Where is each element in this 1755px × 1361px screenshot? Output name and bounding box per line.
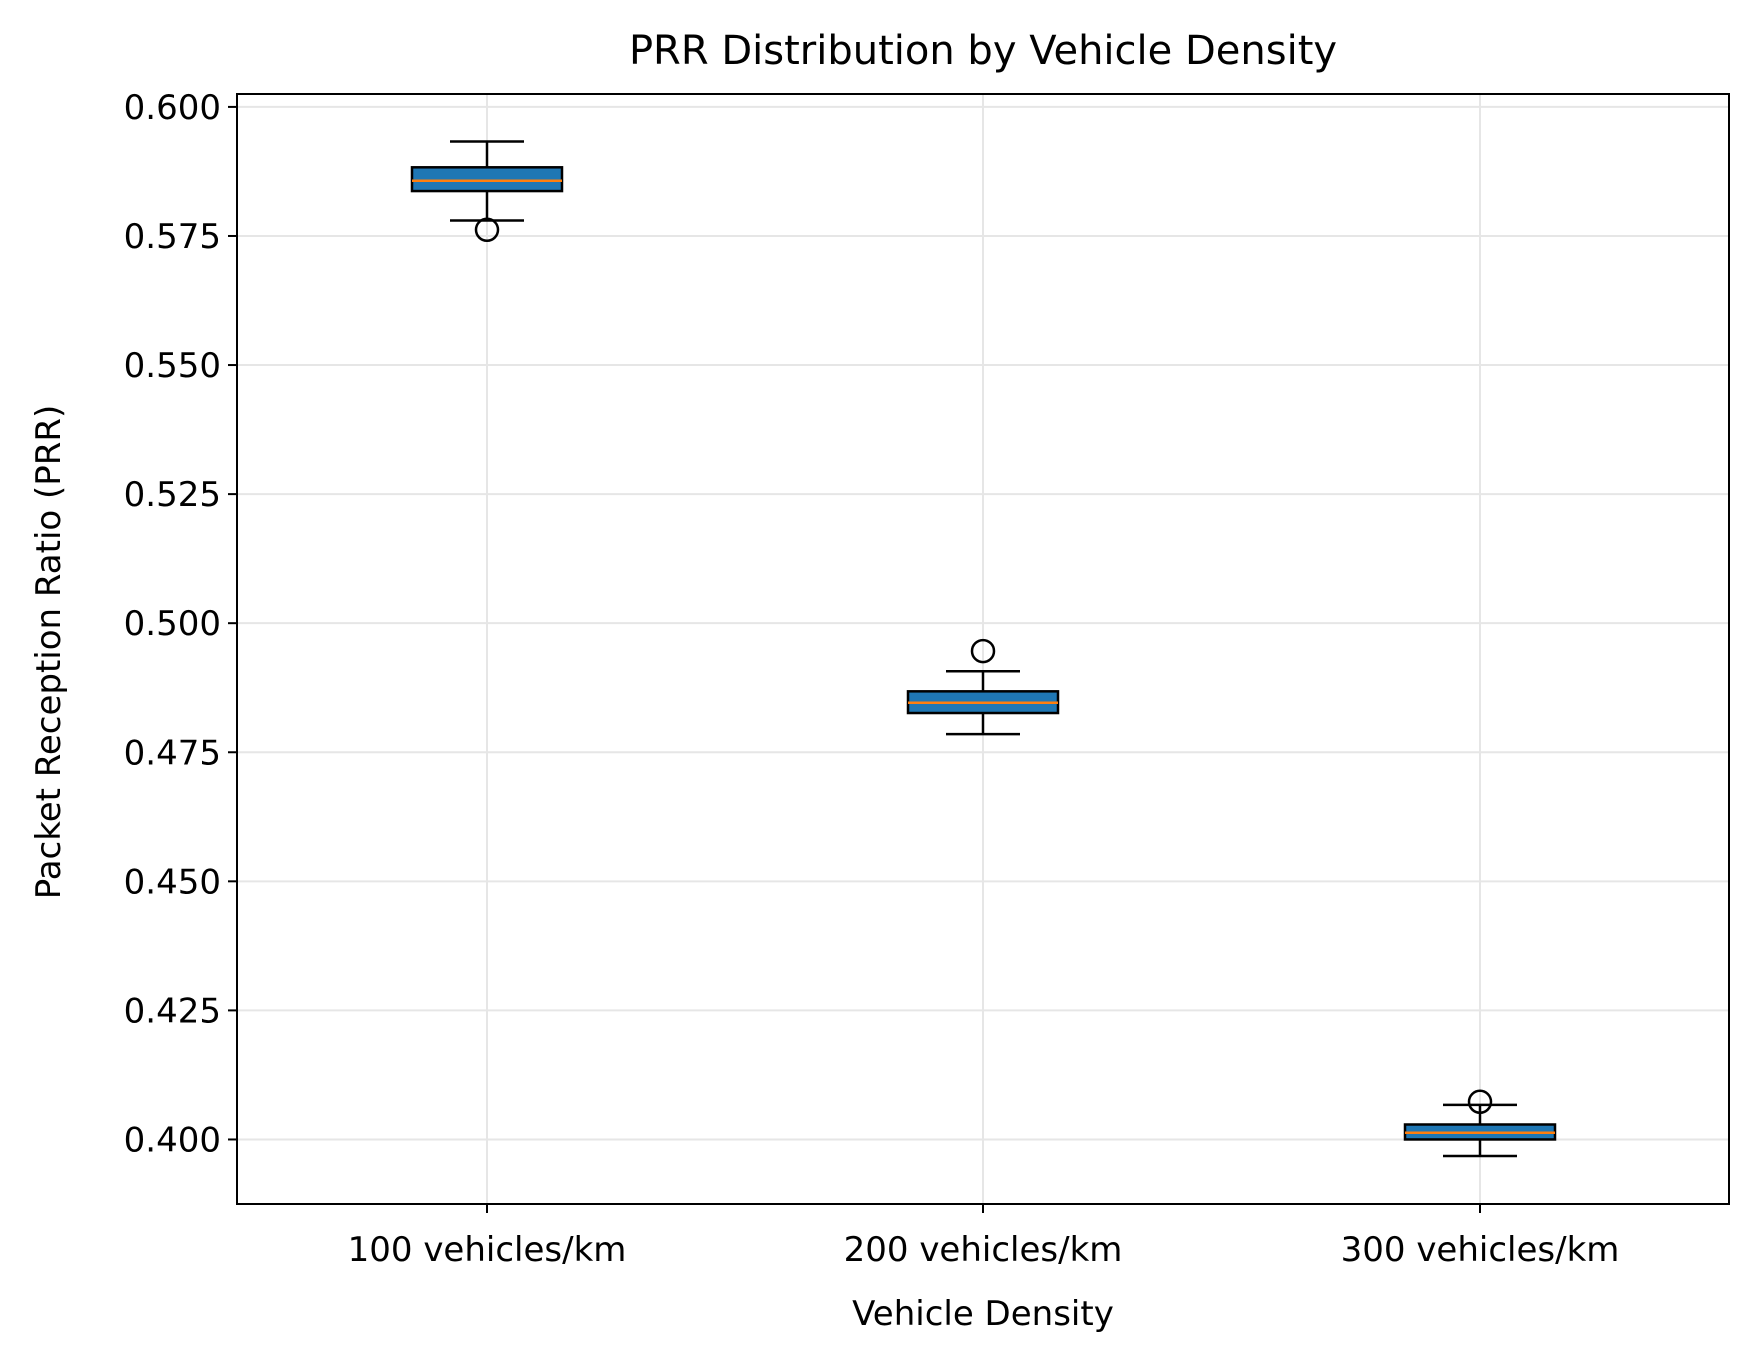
outlier-point bbox=[1467, 1089, 1493, 1115]
y-tick-label: 0.425 bbox=[124, 991, 221, 1031]
y-tick-label: 0.525 bbox=[124, 475, 221, 515]
y-tick-label: 0.600 bbox=[124, 88, 221, 128]
y-tick-label: 0.450 bbox=[124, 862, 221, 902]
box-group bbox=[1403, 1089, 1557, 1158]
x-axis-label: Vehicle Density bbox=[852, 1294, 1114, 1334]
box-iqr bbox=[410, 166, 564, 193]
x-tick-label: 100 vehicles/km bbox=[348, 1230, 627, 1270]
y-tick-label: 0.400 bbox=[124, 1120, 221, 1160]
box-group bbox=[906, 638, 1060, 736]
y-tick-label: 0.500 bbox=[124, 604, 221, 644]
y-tick-label: 0.550 bbox=[124, 346, 221, 386]
outlier-point bbox=[474, 217, 500, 243]
y-tick-label: 0.475 bbox=[124, 733, 221, 773]
x-tick-label: 300 vehicles/km bbox=[1341, 1230, 1620, 1270]
x-tick-label: 200 vehicles/km bbox=[844, 1230, 1123, 1270]
y-tick-label: 0.575 bbox=[124, 217, 221, 257]
box-layer bbox=[410, 140, 1557, 1158]
axes-layer: 0.400 0.425 0.450 0.475 0.500 0.525 0.550 0.575… bbox=[124, 88, 1730, 1270]
box-group bbox=[410, 140, 564, 243]
chart-title: PRR Distribution by Vehicle Density bbox=[629, 28, 1337, 74]
y-axis-label: Packet Reception Ratio (PRR) bbox=[29, 405, 69, 900]
outlier-point bbox=[970, 638, 996, 664]
grid-layer bbox=[237, 94, 1729, 1204]
